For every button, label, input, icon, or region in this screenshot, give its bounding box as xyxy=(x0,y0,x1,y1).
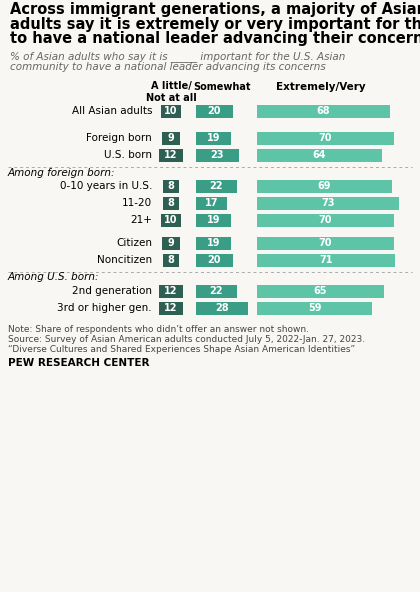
Bar xyxy=(196,131,231,144)
Text: 0-10 years in U.S.: 0-10 years in U.S. xyxy=(60,181,152,191)
Bar xyxy=(196,236,231,249)
Text: 19: 19 xyxy=(207,133,220,143)
Text: 11-20: 11-20 xyxy=(122,198,152,208)
Bar xyxy=(159,301,183,314)
Text: % of Asian adults who say it is _____ important for the U.S. Asian: % of Asian adults who say it is _____ im… xyxy=(10,52,345,62)
Text: Note: Share of respondents who didn’t offer an answer not shown.: Note: Share of respondents who didn’t of… xyxy=(8,324,309,333)
Bar xyxy=(257,131,394,144)
Text: adults say it is extremely or very important for them: adults say it is extremely or very impor… xyxy=(10,17,420,31)
Bar xyxy=(196,214,231,227)
Text: 70: 70 xyxy=(318,238,332,248)
Bar xyxy=(257,214,394,227)
Text: Citizen: Citizen xyxy=(116,238,152,248)
Bar xyxy=(257,236,394,249)
Text: 12: 12 xyxy=(164,150,178,160)
Text: 20: 20 xyxy=(208,255,221,265)
Bar xyxy=(257,179,391,192)
Text: All Asian adults: All Asian adults xyxy=(71,106,152,116)
Text: 3rd or higher gen.: 3rd or higher gen. xyxy=(58,303,152,313)
Text: 71: 71 xyxy=(320,255,333,265)
Text: U.S. born: U.S. born xyxy=(104,150,152,160)
Text: 9: 9 xyxy=(168,133,174,143)
Text: 17: 17 xyxy=(205,198,218,208)
Text: 21+: 21+ xyxy=(130,215,152,225)
Text: Noncitizen: Noncitizen xyxy=(97,255,152,265)
Bar xyxy=(161,105,181,117)
Text: 19: 19 xyxy=(207,215,220,225)
Bar xyxy=(196,301,248,314)
Text: 70: 70 xyxy=(318,133,332,143)
Bar xyxy=(196,253,233,266)
Bar xyxy=(196,105,233,117)
Bar xyxy=(163,253,179,266)
Text: 2nd generation: 2nd generation xyxy=(72,286,152,296)
Text: 65: 65 xyxy=(314,286,327,296)
Text: community to have a national leader advancing its concerns: community to have a national leader adva… xyxy=(10,63,326,72)
Text: 68: 68 xyxy=(317,106,330,116)
Bar xyxy=(161,214,181,227)
Text: 12: 12 xyxy=(164,286,178,296)
Text: 69: 69 xyxy=(318,181,331,191)
Text: 8: 8 xyxy=(168,198,174,208)
Text: 22: 22 xyxy=(210,181,223,191)
Text: “Diverse Cultures and Shared Experiences Shape Asian American Identities”: “Diverse Cultures and Shared Experiences… xyxy=(8,345,355,353)
Bar xyxy=(196,197,228,210)
Bar xyxy=(196,285,237,298)
Text: 10: 10 xyxy=(164,215,178,225)
Text: 20: 20 xyxy=(208,106,221,116)
Bar xyxy=(257,197,399,210)
Text: 64: 64 xyxy=(312,150,326,160)
Bar xyxy=(162,236,180,249)
Text: Across immigrant generations, a majority of Asian: Across immigrant generations, a majority… xyxy=(10,2,420,17)
Bar xyxy=(257,149,382,162)
Bar xyxy=(163,197,179,210)
Text: 59: 59 xyxy=(308,303,321,313)
Text: Among foreign born:: Among foreign born: xyxy=(8,168,116,178)
Text: Somewhat: Somewhat xyxy=(193,82,251,92)
Text: Foreign born: Foreign born xyxy=(86,133,152,143)
Text: 70: 70 xyxy=(318,215,332,225)
Text: 8: 8 xyxy=(168,255,174,265)
Bar xyxy=(196,149,239,162)
Bar xyxy=(257,301,372,314)
Text: 12: 12 xyxy=(164,303,178,313)
Text: Among U.S. born:: Among U.S. born: xyxy=(8,272,100,282)
Bar xyxy=(159,149,183,162)
Text: 8: 8 xyxy=(168,181,174,191)
Text: to have a national leader advancing their concerns: to have a national leader advancing thei… xyxy=(10,31,420,46)
Text: 22: 22 xyxy=(210,286,223,296)
Text: 10: 10 xyxy=(164,106,178,116)
Text: 73: 73 xyxy=(321,198,335,208)
Text: Source: Survey of Asian American adults conducted July 5, 2022-Jan. 27, 2023.: Source: Survey of Asian American adults … xyxy=(8,334,365,343)
Text: 9: 9 xyxy=(168,238,174,248)
Bar xyxy=(159,285,183,298)
Text: A little/
Not at all: A little/ Not at all xyxy=(146,82,197,103)
Bar xyxy=(163,179,179,192)
Bar xyxy=(257,285,384,298)
Text: Extremely/Very: Extremely/Very xyxy=(276,82,365,92)
Bar xyxy=(196,179,237,192)
Text: 23: 23 xyxy=(210,150,224,160)
Bar xyxy=(257,253,396,266)
Text: 28: 28 xyxy=(215,303,229,313)
Text: PEW RESEARCH CENTER: PEW RESEARCH CENTER xyxy=(8,359,150,368)
Bar xyxy=(162,131,180,144)
Bar xyxy=(257,105,390,117)
Text: 19: 19 xyxy=(207,238,220,248)
